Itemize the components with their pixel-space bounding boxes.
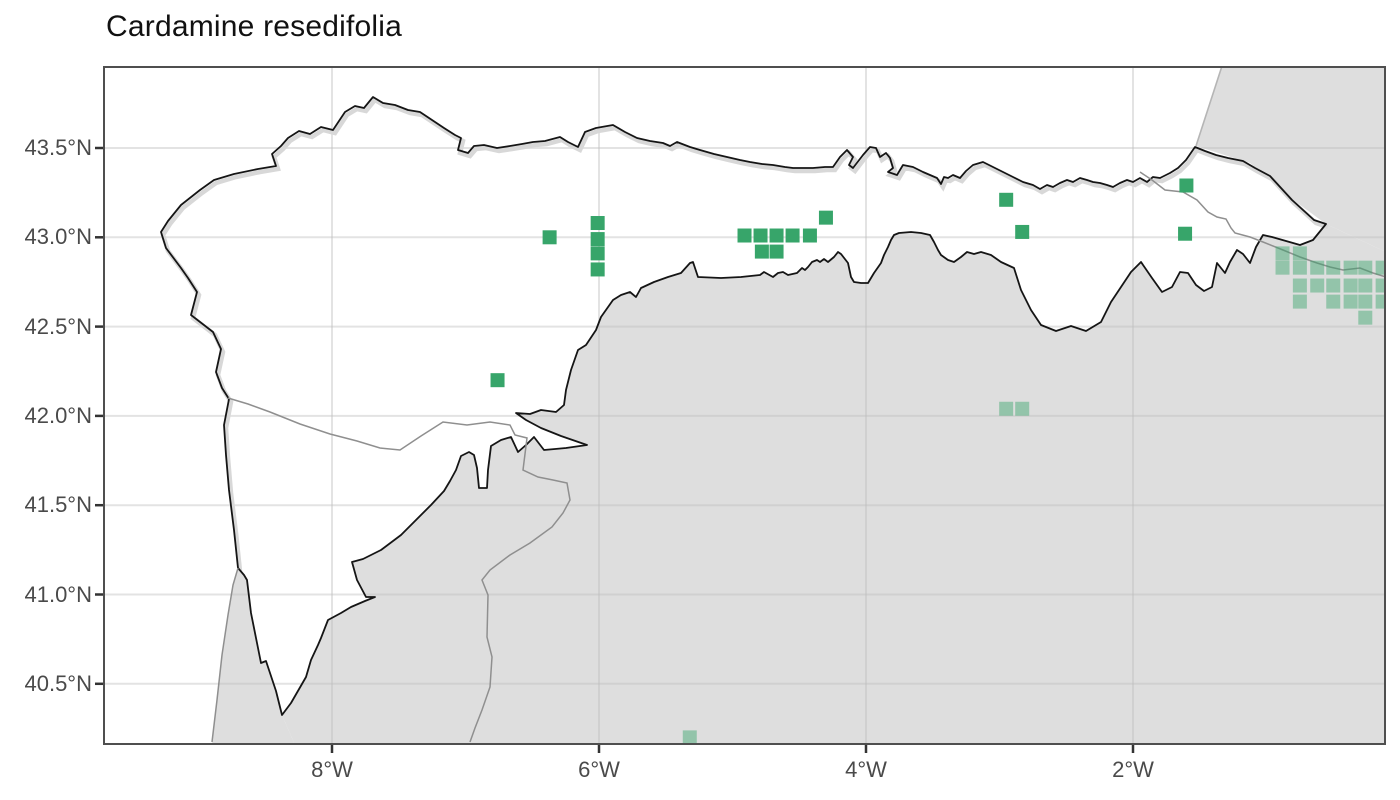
occurrence-marker[interactable] bbox=[1343, 278, 1358, 293]
y-tick-label: 40.5°N bbox=[24, 670, 92, 696]
occurrence-marker[interactable] bbox=[769, 244, 784, 259]
study-area-outline bbox=[160, 96, 1327, 716]
coast-shadow bbox=[160, 97, 1329, 572]
occurrence-marker[interactable] bbox=[1358, 310, 1373, 325]
x-tick-label: 6°W bbox=[578, 757, 620, 782]
occurrence-marker[interactable] bbox=[490, 373, 505, 388]
y-tick-label: 43.5°N bbox=[24, 135, 92, 160]
occurrence-marker[interactable] bbox=[1375, 294, 1390, 309]
portugal-landmass bbox=[212, 568, 295, 745]
occurrence-marker[interactable] bbox=[1358, 294, 1373, 309]
france-coast-line bbox=[1195, 66, 1223, 147]
occurrence-marker[interactable] bbox=[999, 401, 1014, 416]
axis-ticks bbox=[95, 146, 1135, 753]
occurrence-marker[interactable] bbox=[1292, 278, 1307, 293]
occurrence-marker[interactable] bbox=[785, 228, 800, 243]
occurrence-marker[interactable] bbox=[590, 262, 605, 277]
occurrence-marker[interactable] bbox=[590, 232, 605, 247]
occurrence-marker[interactable] bbox=[1275, 260, 1290, 275]
spain-other-landmass bbox=[282, 224, 1386, 745]
occurrence-marker[interactable] bbox=[1343, 294, 1358, 309]
occurrence-marker[interactable] bbox=[1375, 278, 1390, 293]
occurrence-marker[interactable] bbox=[753, 228, 768, 243]
land-polygons bbox=[103, 66, 1386, 745]
occurrence-marker[interactable] bbox=[1343, 260, 1358, 275]
occurrence-marker[interactable] bbox=[1015, 224, 1030, 239]
occurrence-marker[interactable] bbox=[754, 244, 769, 259]
graticule-grid bbox=[103, 66, 1386, 745]
x-tick-label: 8°W bbox=[311, 757, 353, 782]
occurrence-marker[interactable] bbox=[590, 246, 605, 261]
occurrence-markers bbox=[490, 178, 1390, 745]
x-tick-label: 4°W bbox=[845, 757, 887, 782]
occurrence-marker[interactable] bbox=[1375, 260, 1390, 275]
study-area-region bbox=[161, 97, 1326, 715]
x-tick-label: 2°W bbox=[1112, 757, 1154, 782]
occurrence-marker[interactable] bbox=[818, 210, 833, 225]
occurrence-marker[interactable] bbox=[1292, 260, 1307, 275]
occurrence-marker[interactable] bbox=[1326, 294, 1341, 309]
occurrence-marker[interactable] bbox=[769, 228, 784, 243]
plot-title: Cardamine resedifolia bbox=[106, 10, 403, 43]
occurrence-marker[interactable] bbox=[1015, 401, 1030, 416]
france-landmass bbox=[1196, 66, 1386, 252]
occurrence-marker[interactable] bbox=[999, 192, 1014, 207]
occurrence-marker[interactable] bbox=[1326, 278, 1341, 293]
occurrence-marker[interactable] bbox=[802, 228, 817, 243]
pyrenees-border-line bbox=[1139, 171, 1386, 278]
y-tick-label: 41.0°N bbox=[24, 581, 92, 607]
occurrence-marker[interactable] bbox=[542, 230, 557, 245]
occurrence-marker[interactable] bbox=[1179, 178, 1194, 193]
occurrence-marker[interactable] bbox=[737, 228, 752, 243]
occurrence-marker[interactable] bbox=[1310, 278, 1325, 293]
occurrence-marker[interactable] bbox=[1292, 246, 1307, 261]
occurrence-marker[interactable] bbox=[1310, 260, 1325, 275]
coast-and-border-lines bbox=[160, 66, 1386, 743]
y-tick-label: 41.5°N bbox=[24, 492, 92, 518]
y-tick-label: 43.0°N bbox=[24, 224, 92, 250]
occurrence-marker[interactable] bbox=[1275, 246, 1290, 261]
occurrence-marker[interactable] bbox=[1326, 260, 1341, 275]
occurrence-marker[interactable] bbox=[590, 216, 605, 231]
occurrence-marker[interactable] bbox=[1178, 226, 1193, 241]
y-tick-label: 42.5°N bbox=[24, 313, 92, 339]
portugal-spain-border-line bbox=[227, 397, 571, 743]
panel-border bbox=[103, 66, 1386, 745]
occurrence-marker[interactable] bbox=[1358, 278, 1373, 293]
portugal-coast-line bbox=[211, 567, 239, 743]
occurrence-marker[interactable] bbox=[1358, 260, 1373, 275]
y-tick-label: 42.0°N bbox=[24, 402, 92, 428]
occurrence-marker[interactable] bbox=[1292, 294, 1307, 309]
occurrence-marker[interactable] bbox=[682, 730, 697, 745]
